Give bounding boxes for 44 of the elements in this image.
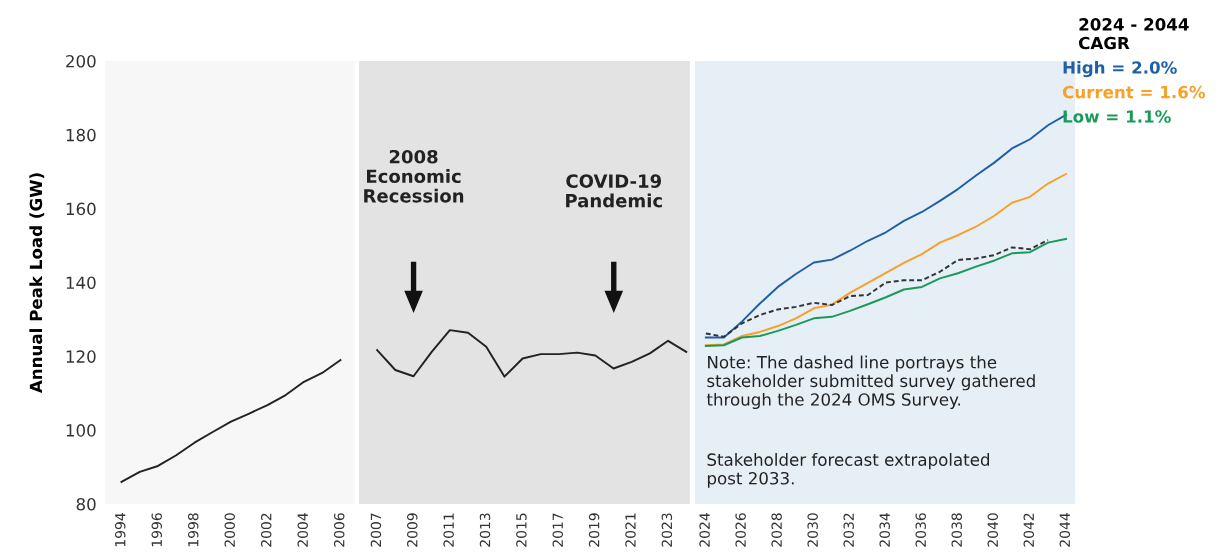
- annotation: Note: The dashed line portrays the stakeholder submitted survey gathered through the 2024 OMS Survey.: [706, 355, 1035, 410]
- text: Low = 1.1%: [1063, 110, 1171, 123]
- x-tick-label: 1996: [151, 513, 162, 547]
- y-tick-label: 180: [66, 128, 96, 142]
- y-tick-label: 160: [66, 202, 96, 216]
- x-tick-label: 2042: [1023, 513, 1035, 547]
- x-tick-label: 2034: [879, 513, 890, 547]
- x-tick-label: 2013: [479, 513, 491, 547]
- x-tick-label: 2023: [661, 513, 673, 547]
- y-tick-label: 80: [76, 497, 96, 511]
- x-tick-label: 2032: [843, 513, 854, 547]
- x-tick-label: 2000: [224, 513, 235, 547]
- x-tick-label: 1998: [187, 513, 199, 547]
- x-tick-label: 1994: [115, 513, 126, 547]
- x-tick-label: 2026: [735, 513, 746, 547]
- line-series: [120, 359, 342, 483]
- x-tick-label: 2011: [443, 513, 454, 547]
- annotation: Stakeholder forecast extrapolated post 2033.: [707, 453, 990, 488]
- legend-title: 2024 - 2044 CAGR: [1079, 18, 1189, 50]
- x-tick-label: 2021: [625, 513, 636, 547]
- y-axis-title: Annual Peak Load (GW): [29, 173, 45, 394]
- x-tick-label: 2024: [699, 513, 710, 547]
- y-tick-label: 140: [66, 276, 96, 290]
- y-tick-label: 100: [66, 424, 96, 437]
- x-tick-label: 2004: [297, 513, 308, 547]
- annotation: COVID-19 Pandemic: [566, 174, 662, 208]
- x-tick-label: 2006: [333, 513, 345, 547]
- annotation: 2008 Economic Recession: [364, 149, 464, 203]
- y-tick-label: 200: [66, 54, 96, 68]
- x-tick-label: 2028: [771, 513, 782, 547]
- y-tick-label: 120: [66, 350, 96, 363]
- text: High = 2.0%: [1063, 60, 1177, 78]
- x-tick-label: 2002: [260, 513, 272, 547]
- x-tick-label: 2015: [516, 513, 527, 547]
- x-tick-label: 2030: [807, 513, 818, 547]
- x-tick-label: 2036: [915, 513, 926, 547]
- x-tick-label: 2019: [588, 513, 600, 547]
- x-tick-label: 2007: [370, 513, 382, 547]
- text: Current = 1.6%: [1062, 85, 1206, 99]
- x-tick-label: 2044: [1059, 513, 1071, 547]
- x-tick-label: 2009: [407, 513, 418, 547]
- x-tick-label: 2017: [552, 513, 563, 547]
- x-tick-label: 2038: [951, 513, 962, 547]
- x-tick-label: 2040: [987, 513, 999, 547]
